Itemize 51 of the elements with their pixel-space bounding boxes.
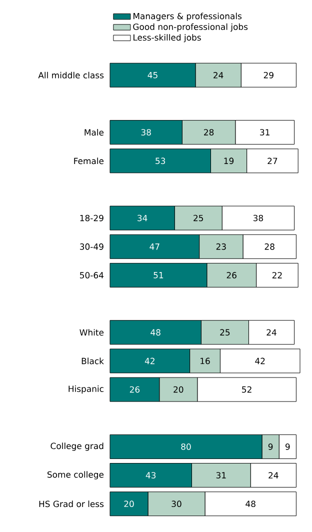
y-tick-label: White [80,329,104,336]
data-label: 48 [246,500,256,508]
data-label: 24 [214,72,224,78]
y-tick-label: 18-29 [80,214,104,222]
y-tick-label: Hispanic [68,385,104,394]
data-label: 9 [268,443,273,450]
data-label: 25 [194,214,203,222]
y-tick-label: Black [82,358,104,364]
data-label: 48 [150,329,160,336]
data-label: 20 [174,386,184,393]
data-label: 34 [138,214,148,222]
data-label: 43 [146,472,156,478]
data-label: 20 [124,500,134,508]
data-label: 30 [172,500,182,508]
data-label: 22 [272,272,282,278]
data-label: 42 [255,358,265,364]
data-label: 80 [181,443,191,450]
data-label: 38 [141,129,151,136]
y-tick-label: 50-64 [80,272,104,278]
y-tick-label: HS Grad or less [39,500,104,508]
data-label: 31 [216,472,226,478]
data-label: 23 [216,243,226,250]
data-label: 28 [204,129,214,136]
data-label: 38 [253,214,264,222]
data-label: 16 [200,358,210,364]
y-tick-label: Male [84,129,104,136]
data-label: 28 [264,243,274,250]
data-label: 42 [144,358,154,364]
data-label: 24 [266,329,276,336]
data-label: 27 [268,158,278,164]
data-label: 19 [224,158,234,164]
data-label: 31 [260,129,270,136]
legend-label: Managers & professionals [134,12,242,21]
y-tick-label: College grad [50,442,104,451]
data-label: 45 [148,72,158,78]
y-tick-label: Female [74,158,104,164]
data-label: 51 [154,272,164,278]
data-label: 25 [220,329,230,336]
y-tick-label: Some college [47,471,104,480]
y-tick-label: 30-49 [80,243,104,250]
data-label: 29 [264,72,274,78]
data-label: 26 [226,272,236,278]
data-label: 47 [150,244,160,250]
y-tick-label: All middle class [38,72,104,78]
data-label: 53 [156,158,166,164]
legend-label: Less-skilled jobs [134,34,201,42]
legend-label: Good non-professional jobs [133,23,248,32]
data-label: 52 [242,386,252,393]
data-label: 26 [130,386,140,393]
data-label: 24 [268,472,278,478]
data-label: 9 [285,443,290,450]
